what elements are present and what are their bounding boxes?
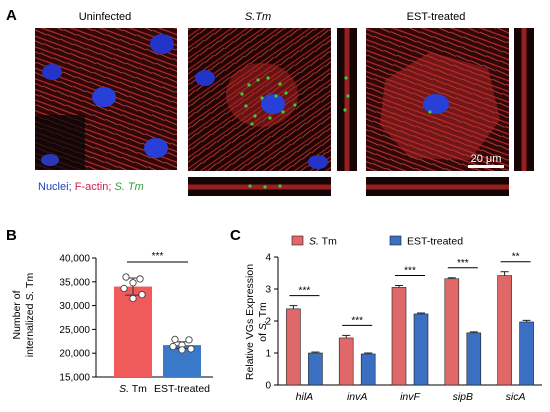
chart-c-ylabel-line-2-text: of S. Tm — [257, 302, 269, 342]
chart-c-xtick-label: hilA — [296, 391, 314, 403]
chart-b-datapoint — [129, 294, 137, 303]
chart-c-legend-swatch — [291, 235, 304, 246]
chart-c-significance-label: *** — [351, 315, 363, 326]
chart-c-xtick-label: invF — [400, 391, 420, 403]
chart-c-legend-label: S. Tm — [309, 236, 337, 248]
chart-c-bar — [444, 278, 460, 386]
chart-b-datapoint — [120, 284, 128, 293]
chart-c-significance-label: ** — [512, 252, 520, 263]
legend-factin: F-actin — [75, 181, 109, 193]
text-plain: Tm — [129, 383, 147, 395]
chart-b-datapoint — [171, 335, 179, 344]
chart-c-ytick-label: 1 — [265, 349, 271, 360]
scale-bar — [468, 165, 504, 168]
legend-sep-2: ; — [108, 181, 114, 193]
chart-c-ytick-label: 2 — [265, 317, 271, 328]
image-title-est: EST-treated — [407, 11, 466, 23]
text-plain: of — [257, 330, 269, 342]
chart-c-legend: S. Tm EST-treated — [291, 235, 463, 248]
chart-b-bars: *** — [114, 251, 201, 377]
chart-b-datapoint — [178, 346, 186, 354]
chart-c-legend-label: EST-treated — [407, 236, 463, 248]
chart-c-significance-label: *** — [457, 258, 469, 269]
chart-c-ytick-label: 0 — [265, 381, 271, 392]
chart-c-bar — [308, 352, 323, 386]
chart-c-bar — [466, 332, 482, 386]
panel-a-letter: A — [6, 7, 17, 24]
panel-b-letter: B — [6, 227, 17, 244]
text-italic: S. — [24, 291, 36, 301]
chart-b-xtick-label: S. Tm — [119, 383, 147, 395]
chart-c-x-labels: hilA invA invF sipB sicA — [296, 391, 526, 403]
chart-c-ylabel-line-1: Relative VGs Expression — [244, 264, 256, 380]
legend-nuclei: Nuclei — [38, 181, 69, 193]
chart-c-xtick-label: sipB — [453, 391, 473, 403]
text-plain: internalized — [24, 301, 36, 358]
channel-legend: Nuclei; F-actin; S. Tm — [38, 181, 144, 193]
chart-c-bars: ************** — [286, 252, 534, 386]
chart-b-ylabel-line-2: internalized S. Tm — [24, 273, 36, 358]
chart-c-xtick-label: sicA — [506, 391, 526, 403]
chart-b-datapoint — [136, 275, 144, 283]
chart-b-ytick-label: 15,000 — [59, 373, 90, 384]
chart-b-ytick-label: 40,000 — [59, 254, 90, 265]
chart-b-xtick-label: EST-treated — [154, 383, 210, 395]
chart-b-ytick-label: 20,000 — [59, 349, 90, 360]
chart-b-datapoint — [185, 336, 193, 344]
chart-c-bar — [497, 275, 512, 386]
micrograph-est: 20 μm — [366, 28, 534, 196]
chart-c-xtick-label: invA — [347, 391, 367, 403]
text-plain: Tm — [257, 302, 269, 320]
chart-c-bar — [360, 353, 376, 386]
chart-c-significance-label: *** — [299, 286, 311, 297]
chart-c-ytick-label: 4 — [265, 253, 271, 264]
chart-c-bar — [519, 321, 534, 386]
chart-c-ytick-label: 3 — [265, 285, 271, 296]
chart-c-bar — [338, 337, 354, 386]
image-title-stm: S.Tm — [245, 11, 271, 23]
chart-c-legend-label-plain: Tm — [319, 236, 337, 248]
chart-c-ylabel-line-2: of S. Tm — [257, 302, 269, 342]
chart-b-significance-label: *** — [152, 251, 164, 262]
micrograph-stm — [188, 28, 357, 196]
chart-c-bar — [413, 313, 429, 386]
micrograph-uninfected — [35, 28, 177, 170]
chart-c-significance-label: *** — [404, 265, 416, 276]
scale-bar-label: 20 μm — [471, 153, 502, 165]
chart-c-bar — [286, 308, 301, 386]
text-italic: S. — [257, 320, 269, 330]
chart-c-legend-label-italic: S. — [309, 236, 319, 248]
chart-b-ytick-label: 35,000 — [59, 277, 90, 288]
chart-b-ylabel-line-1: Number of — [11, 290, 23, 339]
chart-b-ylabel-line-2-text: internalized S. Tm — [24, 273, 36, 358]
text-plain: Tm — [24, 273, 36, 291]
chart-b-datapoint — [138, 291, 146, 299]
panel-c-letter: C — [230, 227, 241, 244]
legend-stm: S. Tm — [114, 181, 143, 193]
chart-c-legend-swatch — [389, 235, 402, 246]
chart-b-ytick-label: 25,000 — [59, 325, 90, 336]
panel-a: A Uninfected S.Tm EST-treated — [6, 7, 534, 196]
image-title-uninfected: Uninfected — [79, 11, 132, 23]
chart-b-datapoint — [129, 279, 137, 287]
chart-b-datapoint — [169, 342, 177, 351]
text-italic: S. — [119, 383, 129, 395]
chart-c-bar — [391, 287, 407, 386]
legend-sep-1: ; — [69, 181, 75, 193]
chart-b-y-axis: 15,000 20,000 25,000 30,000 35,000 40,000 — [59, 254, 213, 384]
chart-b: 15,000 20,000 25,000 30,000 35,000 40,000 ***… — [11, 251, 213, 395]
chart-b-x-labels: S. Tm EST-treated — [119, 383, 210, 395]
chart-b-datapoint — [187, 345, 195, 353]
chart-b-datapoint — [122, 273, 130, 281]
chart-b-ytick-label: 30,000 — [59, 301, 90, 312]
